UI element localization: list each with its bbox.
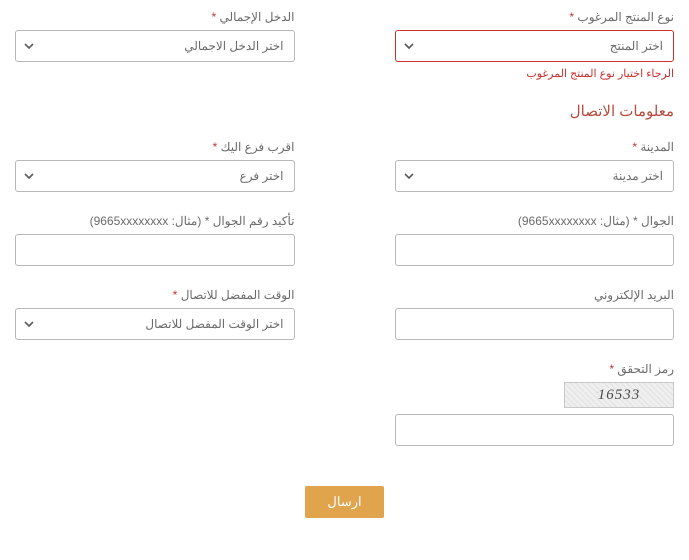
mobile-confirm-label: تأكيد رقم الجوال * (مثال: 9665xxxxxxxx) xyxy=(15,214,295,228)
pref-time-label: الوقت المفضل للاتصال * xyxy=(15,288,295,302)
captcha-label: رمز التحقق * xyxy=(395,362,675,376)
branch-label: اقرب فرع اليك * xyxy=(15,140,295,154)
captcha-image: 16533 xyxy=(564,382,674,408)
mobile-input[interactable] xyxy=(395,234,675,266)
income-label: الدخل الإجمالي * xyxy=(15,10,295,24)
income-select[interactable] xyxy=(15,30,295,62)
captcha-input[interactable] xyxy=(395,414,675,446)
product-type-select[interactable] xyxy=(395,30,675,62)
email-label: البريد الإلكتروني xyxy=(395,288,675,302)
submit-button[interactable]: ارسال xyxy=(305,486,383,518)
contact-section-title: معلومات الاتصال xyxy=(15,102,674,120)
city-label: المدينة * xyxy=(395,140,675,154)
product-type-error: الرجاء اختيار نوع المنتج المرغوب xyxy=(395,67,675,80)
pref-time-select[interactable] xyxy=(15,308,295,340)
mobile-confirm-input[interactable] xyxy=(15,234,295,266)
branch-select[interactable] xyxy=(15,160,295,192)
city-select[interactable] xyxy=(395,160,675,192)
mobile-label: الجوال * (مثال: 9665xxxxxxxx) xyxy=(395,214,675,228)
product-type-label: نوع المنتج المرغوب * xyxy=(395,10,675,24)
email-input[interactable] xyxy=(395,308,675,340)
